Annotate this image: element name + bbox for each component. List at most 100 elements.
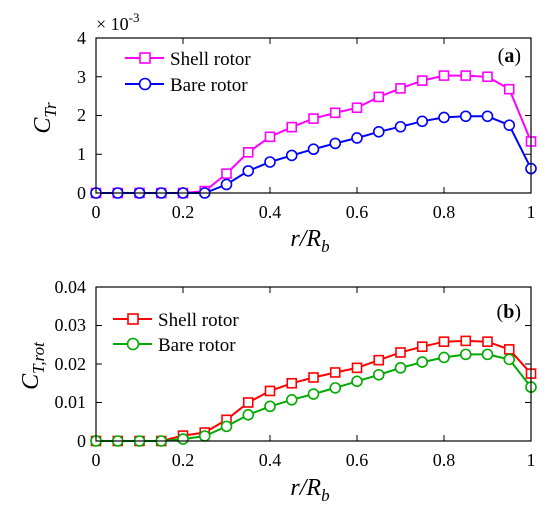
panel-b-point-shell-rotor	[373, 354, 385, 366]
panel-b-point-shell-rotor	[308, 372, 319, 383]
panel-b-ytick-label: 0.02	[55, 354, 87, 374]
panel-a-frame	[95, 37, 532, 194]
panel-b-point-bare-rotor	[177, 433, 189, 445]
panel-a-point-shell-rotor	[373, 91, 385, 103]
panel-a-point-shell-rotor	[221, 168, 232, 179]
panel-a-ylabel: CTr	[30, 102, 60, 134]
panel-a-point-bare-rotor	[503, 119, 516, 131]
panel-a-point-shell-rotor	[286, 121, 298, 133]
panel-a-ytick-label: 2	[77, 105, 86, 125]
panel-a-ytick-label: 0	[77, 183, 86, 203]
panel-b-frame	[95, 286, 532, 442]
panel-a-xtick-label: 0.4	[259, 202, 282, 222]
legend-square-marker	[139, 52, 151, 64]
panel-b-xtick-label: 0.6	[346, 450, 369, 470]
panel-b-point-bare-rotor	[372, 368, 385, 381]
panel-b-xtick-label: 0.8	[433, 450, 456, 470]
panel-a-xtick-label: 0	[92, 202, 101, 222]
panel-b-point-shell-rotor	[286, 377, 298, 389]
panel-b: 0 0.01 0.02 0.03 0.04 0 0.2 0.4 0.6 0.8 …	[18, 277, 537, 505]
panel-a-ytick-label: 1	[77, 144, 86, 164]
panel-a-point-shell-rotor	[460, 70, 472, 81]
panel-a-tag: (a)	[498, 45, 521, 67]
panel-a-ytick-label: 3	[77, 67, 86, 87]
panel-b-point-bare-rotor	[351, 375, 363, 388]
panel-a-point-shell-rotor	[482, 71, 493, 83]
panel-b-xlabel: r/Rb	[290, 475, 329, 505]
panel-a-xtick-label: 0.8	[433, 202, 456, 222]
legend-label-bare: Bare rotor	[170, 75, 248, 96]
legend-circle-marker	[138, 77, 152, 91]
panel-b-ytick-label: 0.03	[55, 315, 87, 335]
panel-a-point-bare-rotor	[481, 110, 494, 123]
panel-b-ytick-label: 0	[77, 431, 86, 451]
panel-a-point-bare-rotor	[307, 143, 320, 156]
panel-a-point-bare-rotor	[220, 178, 233, 191]
panel-a: 0 1 2 3 4 0 0.2 0.4 0.6 0.8 1 × 10-3 CTr…	[30, 10, 537, 256]
panel-b-point-bare-rotor	[394, 362, 407, 374]
panel-a-point-shell-rotor	[264, 131, 276, 143]
panel-b-point-shell-rotor	[503, 344, 515, 355]
panel-b-ytick-label: 0.01	[55, 392, 87, 412]
panel-a-xtick-label: 0.6	[346, 202, 369, 222]
panel-b-point-shell-rotor	[438, 336, 450, 347]
panel-b-point-shell-rotor	[416, 341, 428, 352]
panel-b-point-shell-rotor	[395, 347, 406, 358]
panel-b-point-bare-rotor	[242, 409, 255, 421]
panel-a-xlabel: r/Rb	[290, 226, 329, 256]
panel-b-point-bare-rotor	[285, 394, 298, 406]
panel-a-point-shell-rotor	[351, 102, 363, 114]
panel-a-point-bare-rotor	[329, 137, 342, 150]
panel-a-ytick-label: 4	[77, 28, 86, 48]
panel-b-point-shell-rotor	[482, 336, 493, 347]
panel-b-tag: (b)	[497, 301, 521, 323]
panel-a-point-bare-rotor	[459, 110, 472, 123]
panel-b-point-bare-rotor	[503, 353, 516, 366]
panel-b-point-shell-rotor	[264, 385, 276, 397]
panel-a-series-line-shell-rotor	[96, 74, 532, 194]
panel-a-point-shell-rotor	[308, 113, 319, 124]
panel-a-y-exponent: × 10-3	[96, 10, 140, 34]
panel-a-point-bare-rotor	[351, 132, 363, 144]
panel-a-point-bare-rotor	[416, 115, 429, 128]
legend-square-marker	[127, 313, 139, 325]
panel-b-point-bare-rotor	[459, 348, 472, 361]
panel-a-point-bare-rotor	[264, 156, 276, 168]
panel-a-point-shell-rotor	[416, 75, 428, 86]
panel-b-xtick-label: 0.4	[259, 450, 282, 470]
panel-a-point-bare-rotor	[438, 111, 450, 124]
panel-b-point-shell-rotor	[460, 335, 472, 347]
panel-a-point-shell-rotor	[395, 83, 406, 94]
panel-b-xtick-label: 0.2	[172, 450, 195, 470]
panel-b-point-shell-rotor	[351, 362, 363, 374]
panel-a-point-shell-rotor	[503, 83, 515, 95]
panel-b-point-bare-rotor	[438, 351, 450, 364]
panel-b-xtick-label: 0	[92, 450, 101, 470]
panel-b-point-shell-rotor	[329, 367, 341, 378]
panel-b-point-bare-rotor	[198, 430, 211, 442]
panel-a-xtick-label: 0.2	[172, 202, 195, 222]
panel-b-point-shell-rotor	[242, 397, 254, 408]
panel-b-ylabel: CT,rot	[18, 341, 48, 390]
panel-a-point-bare-rotor	[242, 165, 255, 177]
panel-a-point-bare-rotor	[372, 125, 385, 138]
panel-b-point-bare-rotor	[416, 356, 429, 368]
panel-a-point-bare-rotor	[285, 149, 298, 162]
panel-b-legend: Shell rotor Bare rotor	[113, 310, 239, 356]
legend-label-shell: Shell rotor	[170, 49, 251, 70]
panel-b-point-bare-rotor	[264, 400, 276, 413]
panel-b-ytick-label: 0.04	[55, 277, 87, 297]
panel-a-xtick-label: 1	[527, 202, 536, 222]
panel-a-point-shell-rotor	[438, 70, 450, 81]
legend-label-shell: Shell rotor	[158, 310, 239, 331]
panel-a-series	[90, 70, 537, 199]
panel-a-point-bare-rotor	[394, 120, 407, 133]
panel-a-point-shell-rotor	[242, 147, 254, 158]
legend-label-bare: Bare rotor	[158, 335, 236, 356]
panel-b-point-bare-rotor	[329, 382, 342, 394]
legend-circle-marker	[126, 337, 140, 351]
panel-a-legend: Shell rotor Bare rotor	[125, 49, 251, 96]
panel-b-point-bare-rotor	[220, 420, 233, 433]
panel-a-point-shell-rotor	[329, 107, 341, 119]
